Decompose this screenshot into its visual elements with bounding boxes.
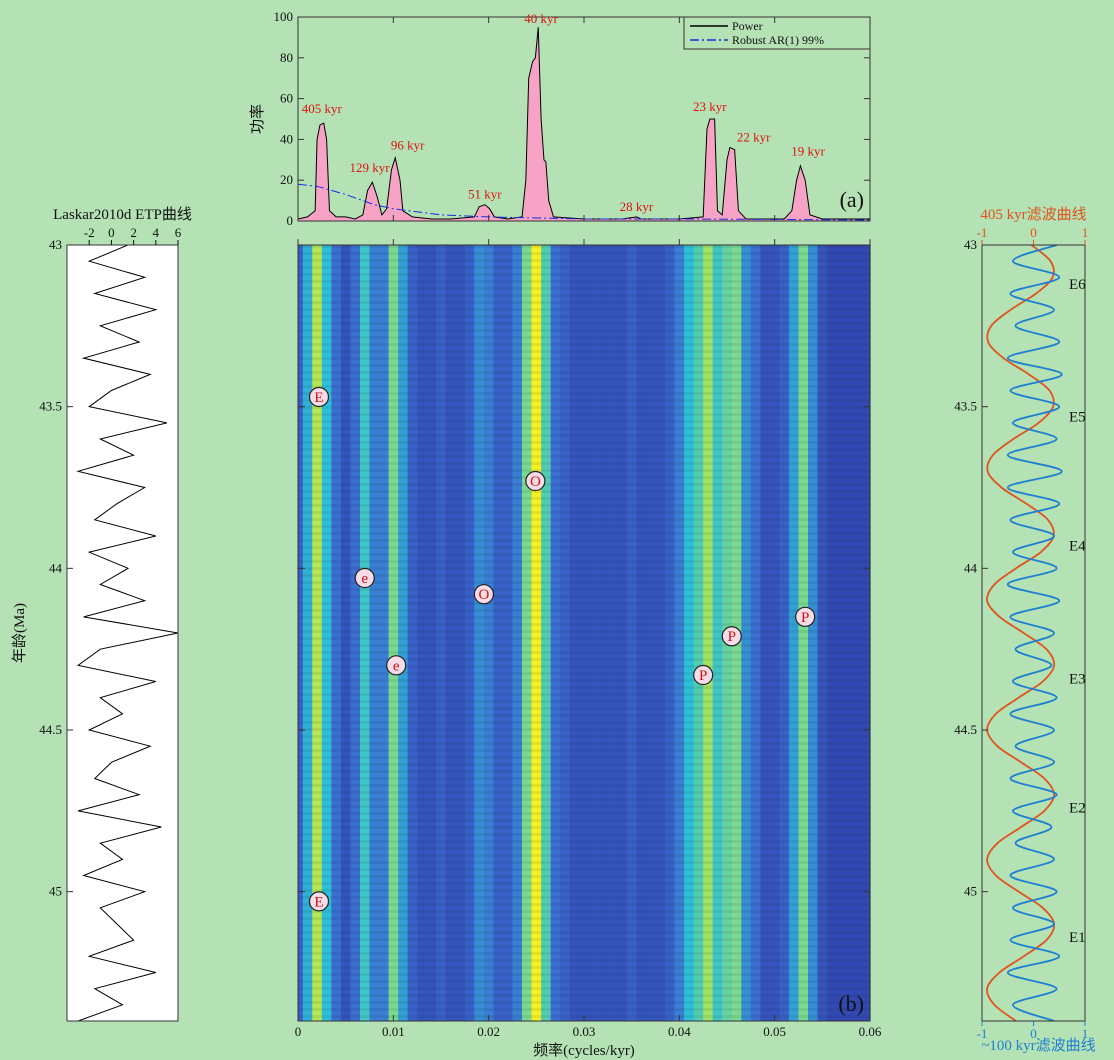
plot-frame xyxy=(66,244,179,1022)
marker-circle xyxy=(308,891,330,912)
x-tick-label: 0.02 xyxy=(477,1024,500,1039)
marker-circle xyxy=(308,386,330,408)
y-tick-label: 40 xyxy=(280,131,293,146)
cycle-label: E4 xyxy=(1069,539,1086,555)
x-tick-label: 0.06 xyxy=(859,1024,882,1039)
peak-label: 40 kyr xyxy=(524,11,558,26)
x2-tick-label: 0 xyxy=(1030,1026,1037,1041)
peak-label: 96 kyr xyxy=(391,138,425,153)
legend-label: Power xyxy=(732,19,763,33)
y-tick-label: 45 xyxy=(964,884,977,899)
peak-label: 28 kyr xyxy=(620,199,654,214)
marker-label: O xyxy=(530,474,541,490)
marker-label: P xyxy=(728,629,736,645)
plot-background xyxy=(67,245,178,1021)
y-tick-label: 44 xyxy=(964,560,978,575)
y-tick-label: 45 xyxy=(49,884,62,899)
panel-label: (b) xyxy=(838,991,864,1016)
panel-label: (a) xyxy=(840,187,864,212)
marker-circle xyxy=(693,664,714,686)
marker-label: P xyxy=(699,668,707,684)
x-tick-label: 0 xyxy=(1030,225,1037,240)
y-tick-label: 43 xyxy=(49,237,62,252)
x-tick-label: 2 xyxy=(130,225,137,240)
x-tick-label: 0.03 xyxy=(573,1024,596,1039)
marker-label: e xyxy=(361,571,368,587)
marker-circle xyxy=(473,584,494,605)
peak-label: 51 kyr xyxy=(468,187,502,202)
peak-label: 23 kyr xyxy=(693,99,727,114)
peak-label: 129 kyr xyxy=(349,160,390,175)
peak-label: 405 kyr xyxy=(302,101,343,116)
series-line xyxy=(297,183,871,221)
legend-label: Robust AR(1) 99% xyxy=(732,33,824,47)
marker-label: E xyxy=(314,390,323,406)
series-line xyxy=(297,27,870,220)
marker-label: O xyxy=(478,587,489,603)
series-area xyxy=(298,27,870,222)
x-tick-label: 4 xyxy=(153,225,160,240)
x-tick-label: 0.01 xyxy=(382,1024,405,1039)
y-tick-label: 44.5 xyxy=(39,722,62,737)
peak-label: 22 kyr xyxy=(737,129,771,144)
x2-tick-label: 1 xyxy=(1082,1026,1089,1041)
series-line xyxy=(986,244,1056,1022)
cycle-label: E1 xyxy=(1069,930,1086,946)
marker-label: E xyxy=(314,894,323,910)
x-tick-label: -1 xyxy=(977,225,988,240)
y-tick-label: 0 xyxy=(287,213,294,228)
y-tick-label: 43 xyxy=(964,237,977,252)
marker-circle xyxy=(721,626,742,647)
marker-circle xyxy=(354,567,375,589)
marker-circle xyxy=(386,655,407,676)
marker-label: e xyxy=(393,658,400,674)
peak-label: 19 kyr xyxy=(791,144,825,159)
cycle-label: E3 xyxy=(1069,671,1086,687)
x-tick-label: 0 xyxy=(108,225,115,240)
x-axis-label: 频率(cycles/kyr) xyxy=(533,1042,635,1059)
y-tick-label: 43.5 xyxy=(39,399,62,414)
x-axis-label: ~100 kyr滤波曲线 xyxy=(981,1037,1095,1054)
marker-label: P xyxy=(801,610,809,626)
y-tick-label: 44.5 xyxy=(954,722,977,737)
chart-title: Laskar2010d ETP曲线 xyxy=(53,206,192,223)
x-tick-label: 0.05 xyxy=(763,1024,786,1039)
legend-box xyxy=(683,16,871,50)
y-tick-label: 20 xyxy=(280,172,293,187)
chart-title: 405 kyr滤波曲线 xyxy=(980,206,1086,223)
cycle-label: E2 xyxy=(1069,801,1086,817)
y-axis-label: 年龄(Ma) xyxy=(11,603,28,663)
y-tick-label: 44 xyxy=(49,560,63,575)
marker-circle xyxy=(795,606,816,627)
texture xyxy=(298,245,870,1021)
x-tick-label: 0.04 xyxy=(668,1024,691,1039)
y-tick-label: 80 xyxy=(280,50,293,65)
series-line xyxy=(1006,244,1063,1022)
x-tick-label: 0 xyxy=(295,1024,302,1039)
y-tick-label: 43.5 xyxy=(954,399,977,414)
marker-circle xyxy=(525,470,546,492)
cycle-label: E5 xyxy=(1069,409,1086,425)
y-axis-label: 功率 xyxy=(249,104,266,134)
x-tick-label: -2 xyxy=(84,225,95,240)
x-tick-label: 1 xyxy=(1082,225,1089,240)
cycle-label: E6 xyxy=(1069,277,1086,293)
y-tick-label: 60 xyxy=(280,91,293,106)
x2-tick-label: -1 xyxy=(977,1026,988,1041)
x-tick-label: 6 xyxy=(175,225,182,240)
y-tick-label: 100 xyxy=(274,9,294,24)
